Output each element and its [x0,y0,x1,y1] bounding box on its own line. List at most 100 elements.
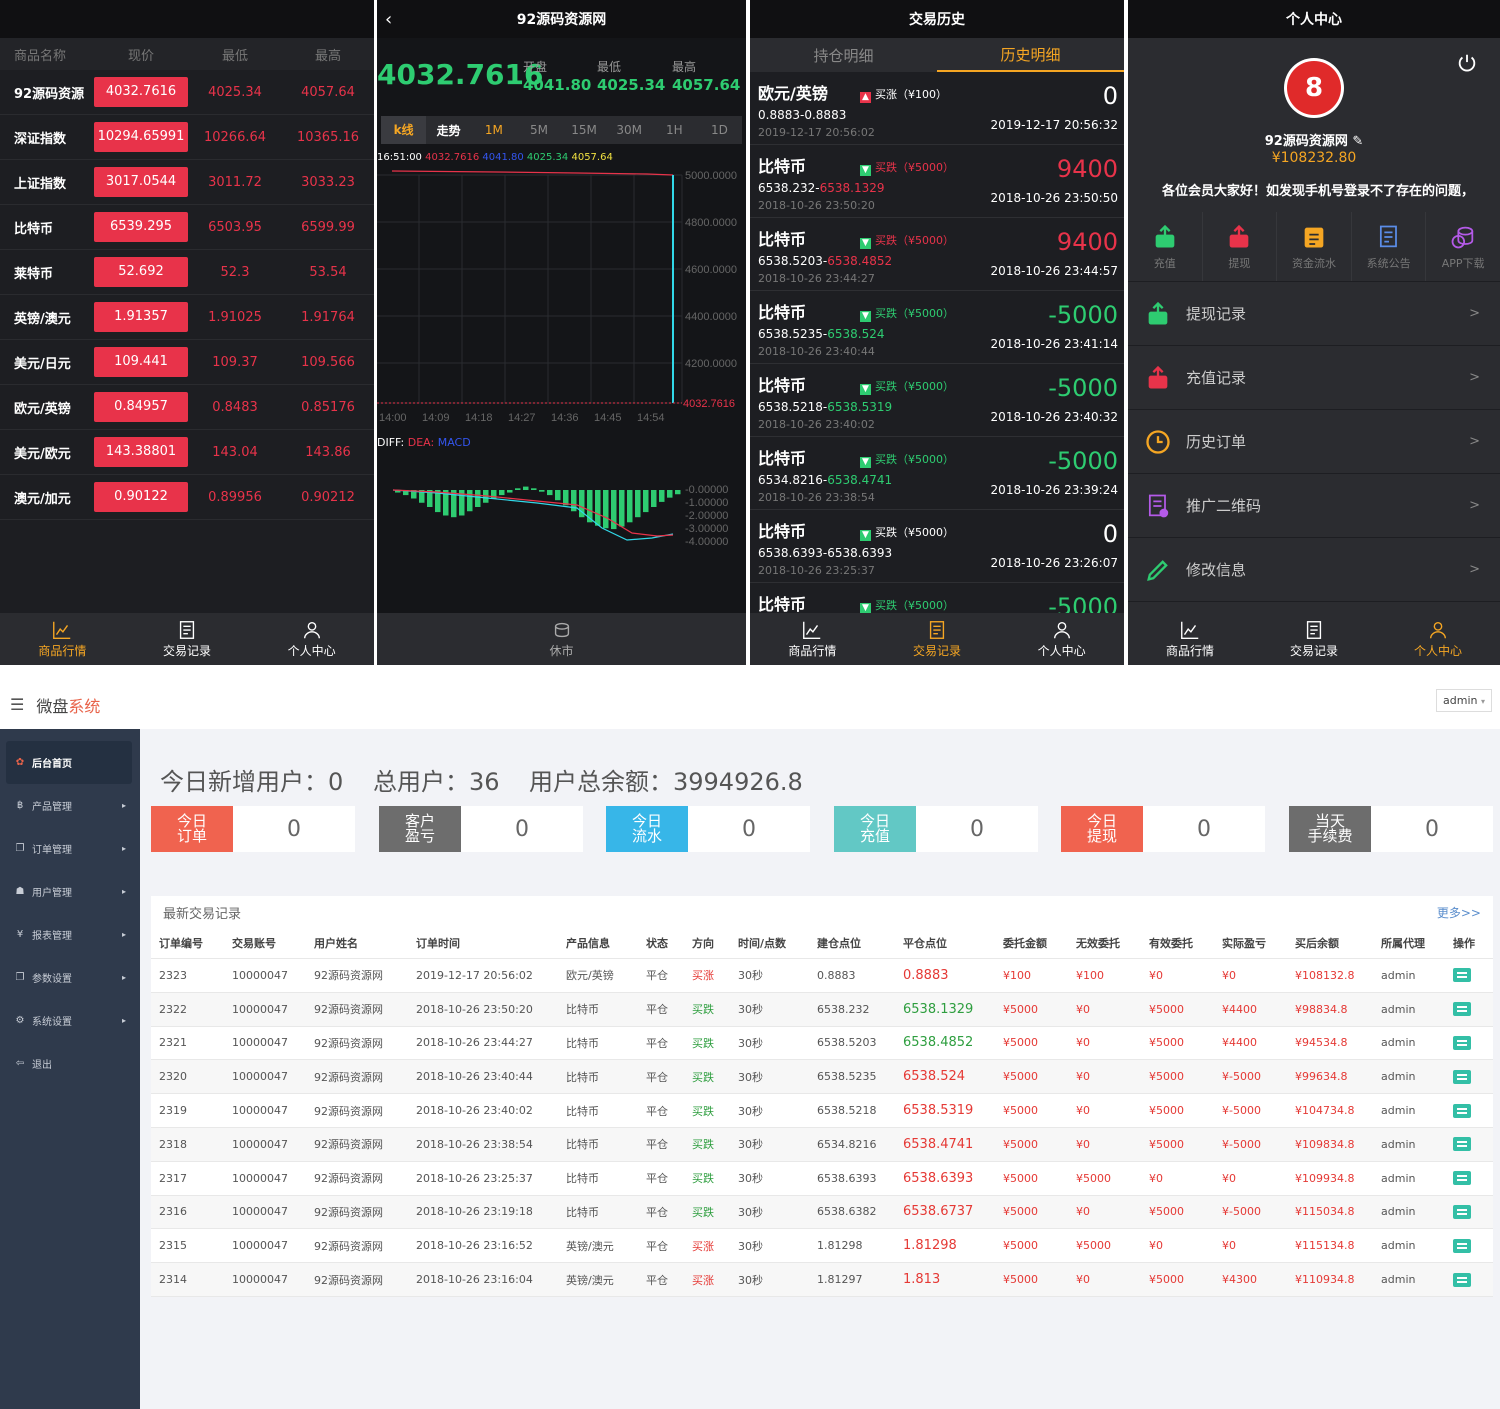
tab-15m[interactable]: 15M [571,123,597,137]
table-cell: 比特币 [566,1104,599,1118]
market-row[interactable]: 欧元/英镑 0.84957 0.8483 0.85176 [0,385,374,430]
history-row[interactable]: 比特币 ▼ 买跌（¥5000） 6534.8216-6538.4741 2018-… [750,437,1124,510]
fund-flow-button[interactable]: 资金流水 [1277,212,1352,281]
view-icon[interactable] [1453,1069,1471,1084]
stat-card-value: 0 [287,816,301,842]
product-name: 比特币 [758,522,807,541]
market-row[interactable]: 比特币 6539.295 6503.95 6599.99 [0,205,374,250]
tab-market[interactable]: 商品行情 [0,613,125,665]
market-row[interactable]: 92源码资源 4032.7616 4025.34 4057.64 [0,70,374,115]
tab-history[interactable]: 历史明细 [937,38,1124,72]
caret-down-icon: ▾ [1480,697,1485,706]
back-icon[interactable]: ‹ [385,8,393,30]
market-row[interactable]: 深证指数 10294.65991 10266.64 10365.16 [0,115,374,160]
product-name: 深证指数 [14,131,67,147]
view-icon[interactable] [1453,1002,1471,1017]
tab-records[interactable]: 交易记录 [125,613,250,665]
view-icon[interactable] [1453,968,1471,983]
tab-1h[interactable]: 1H [665,123,683,137]
tab-center[interactable]: 个人中心 [1376,613,1500,665]
table-cell: 买跌 [692,1205,714,1219]
history-row[interactable]: 比特币 ▼ 买跌（¥5000） 6538.6393-6538.6393 2018-… [750,510,1124,583]
table-cell: 比特币 [566,1172,599,1186]
table-cell: ¥0 [1222,1239,1236,1253]
withdraw-button[interactable]: 提现 [1203,212,1278,281]
view-icon[interactable] [1453,1272,1471,1287]
sidebar-item-system[interactable]: ⚙ 系统设置 ▸ [15,1015,126,1028]
table-cell: 2317 [159,1171,187,1185]
user-dropdown[interactable]: admin ▾ [1436,689,1492,712]
market-row[interactable]: 英镑/澳元 1.91357 1.91025 1.91764 [0,295,374,340]
history-row[interactable]: 比特币 ▼ 买跌（¥5000） 6538.232-6538.1329 2018-1… [750,145,1124,218]
menu-edit-info[interactable]: 修改信息 > [1128,538,1500,602]
tab-market[interactable]: 商品行情 [750,613,875,665]
tab-center[interactable]: 个人中心 [999,613,1124,665]
table-cell: 10000047 [232,1036,288,1050]
power-icon[interactable] [1456,52,1478,74]
table-cell: ¥5000 [1003,1273,1038,1287]
tab-trend[interactable]: 走势 [436,123,461,138]
market-row[interactable]: 美元/日元 109.441 109.37 109.566 [0,340,374,385]
tab-center[interactable]: 个人中心 [249,613,374,665]
table-cell: ¥0 [1222,1171,1236,1185]
tab-records[interactable]: 交易记录 [875,613,1000,665]
menu-history-orders[interactable]: 历史订单 > [1128,410,1500,474]
view-icon[interactable] [1453,1171,1471,1186]
table-cell: 10000047 [232,1137,288,1151]
chart-icon [803,621,821,639]
sidebar-item-logout[interactable]: ⇦ 退出 [15,1058,52,1071]
market-row[interactable]: 美元/欧元 143.38801 143.04 143.86 [0,430,374,475]
sidebar-item-home[interactable]: ✿ 后台首页 [6,741,132,784]
sidebar-item-products[interactable]: ฿产品管理 ▸ [0,784,140,827]
tab-market[interactable]: 商品行情 [1128,613,1252,665]
menu-icon[interactable]: ☰ [10,695,25,714]
high-value: 4057.64 [672,76,741,94]
sidebar-item-reports[interactable]: ¥ 报表管理 ▸ [0,913,140,956]
market-row[interactable]: 上证指数 3017.0544 3011.72 3033.23 [0,160,374,205]
history-row[interactable]: 比特币 ▼ 买跌（¥5000） -5000 [750,583,1124,613]
close-time: 2019-12-17 20:56:32 [990,118,1118,132]
table-body: 2323 10000047 92源码资源网 2019-12-17 20:56:02 欧元… [151,959,1493,1297]
stat-card-label: 今日 流水 [606,806,688,852]
table-cell: 买跌 [692,1070,714,1084]
history-row[interactable]: 欧元/英镑 ▲ 买涨（¥100） 0.8883-0.8883 2019-12-17… [750,72,1124,145]
app-download-button[interactable]: APP下载 [1426,212,1500,281]
table-cell: ¥100 [1076,968,1104,982]
tab-records[interactable]: 交易记录 [1252,613,1376,665]
market-row[interactable]: 莱特币 52.692 52.3 53.54 [0,250,374,295]
tab-kline[interactable]: k线 [381,116,427,144]
view-icon[interactable] [1453,1238,1471,1253]
history-row[interactable]: 比特币 ▼ 买跌（¥5000） 6538.5218-6538.5319 2018-… [750,364,1124,437]
view-icon[interactable] [1453,1103,1471,1118]
direction: ▼ 买跌（¥5000） [860,524,954,541]
view-icon[interactable] [1453,1035,1471,1050]
caret-right-icon: ▸ [121,844,126,853]
announcement-button[interactable]: 系统公告 [1352,212,1427,281]
tab-5m[interactable]: 5M [529,123,548,137]
history-row[interactable]: 比特币 ▼ 买跌（¥5000） 6538.5203-6538.4852 2018-… [750,218,1124,291]
tab-positions[interactable]: 持仓明细 [813,46,874,65]
tab-1m[interactable]: 1M [484,123,503,137]
deposit-button[interactable]: 充值 [1128,212,1203,281]
sidebar-item-orders[interactable]: ❐ 订单管理 ▸ [15,843,126,856]
table-cell: 6538.4852 [903,1035,974,1051]
table-cell: 6538.5203 [817,1036,877,1050]
macd-bar [531,488,537,490]
market-row[interactable]: 澳元/加元 0.90122 0.89956 0.90212 [0,475,374,520]
tab-30m[interactable]: 30M [616,123,642,137]
table-cell: ¥-5000 [1222,1104,1261,1118]
history-row[interactable]: 比特币 ▼ 买跌（¥5000） 6538.5235-6538.524 2018-1… [750,291,1124,364]
view-icon[interactable] [1453,1137,1471,1152]
menu-deposit-records[interactable]: 充值记录 > [1128,346,1500,410]
menu-withdraw-records[interactable]: 提现记录 > [1128,282,1500,346]
table-cell: admin [1381,1205,1416,1219]
edit-icon[interactable]: ✎ [1352,134,1364,149]
macd-chart: -0.00000-1.00000-2.00000-3.00000-4.00000 [392,484,728,548]
header-price: 现价 [127,48,154,64]
tab-1d[interactable]: 1D [711,123,728,137]
sidebar-item-params[interactable]: ❐ 参数设置 ▸ [15,972,126,985]
sidebar-item-users[interactable]: ☗ 用户管理 ▸ [15,886,126,899]
menu-qrcode[interactable]: 推广二维码 > [1128,474,1500,538]
more-link[interactable]: 更多>> [1436,905,1481,920]
view-icon[interactable] [1453,1204,1471,1219]
